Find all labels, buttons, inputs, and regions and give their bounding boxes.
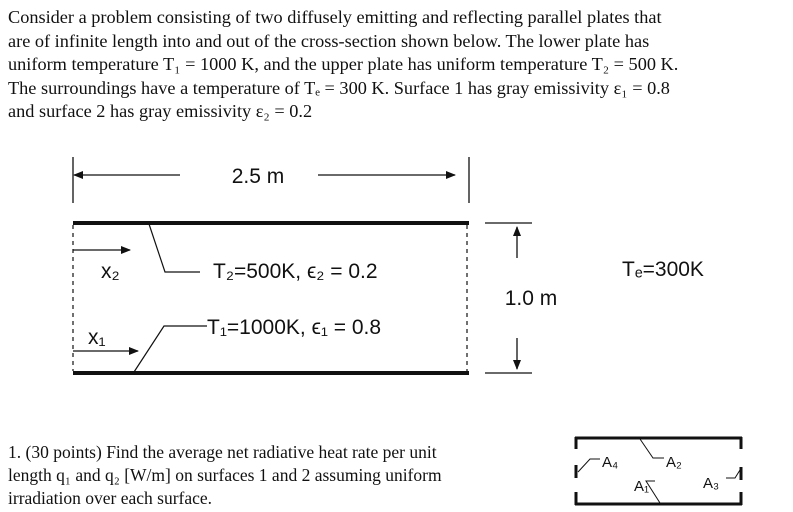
- plate2-label: T₂=500K, ϵ₂ = 0.2: [213, 260, 378, 283]
- problem-statement: Consider a problem consisting of two dif…: [8, 6, 678, 124]
- problem-line: and surface 2 has gray emissivity ε₂ = 0…: [8, 101, 313, 121]
- width-label: 2.5 m: [232, 165, 285, 188]
- plate1-label: T₁=1000K, ϵ₁ = 0.8: [207, 316, 381, 339]
- problem-line: Consider a problem consisting of two dif…: [8, 7, 662, 27]
- plate1-leader: [133, 325, 207, 373]
- plate2-leader: [148, 223, 200, 273]
- a2-label: A₂: [666, 454, 682, 471]
- surroundings-label: Tₑ=300K: [622, 258, 704, 281]
- problem-line: are of infinite length into and out of t…: [8, 30, 650, 51]
- a3-label: A₃: [703, 475, 719, 492]
- question-line: length q₁ and q₂ [W/m] on surfaces 1 and…: [8, 465, 442, 485]
- a1-label: A₁: [634, 478, 649, 495]
- question: 1. (30 points) Find the average net radi…: [8, 441, 442, 510]
- problem-line: The surroundings have a temperature of T…: [8, 77, 670, 98]
- height-label: 1.0 m: [505, 287, 558, 310]
- question-line: irradiation over each surface.: [8, 488, 213, 508]
- x2-label: x₂: [101, 260, 120, 283]
- problem-line: uniform temperature T₁ = 1000 K, and the…: [8, 54, 679, 74]
- x1-label: x₁: [88, 326, 106, 349]
- question-line: 1. (30 points) Find the average net radi…: [8, 442, 437, 462]
- enclosure-diagram: [574, 436, 743, 506]
- a4-label: A₄: [602, 454, 618, 471]
